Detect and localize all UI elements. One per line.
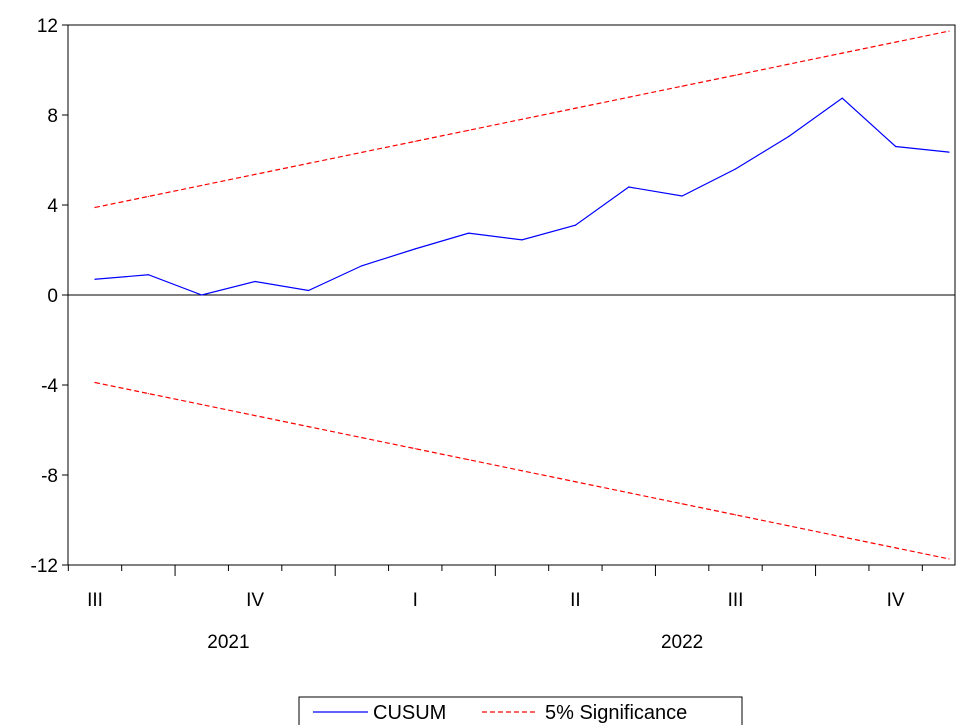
y-tick-label: -12: [31, 556, 58, 577]
quarter-label: II: [570, 590, 581, 611]
series-1-point: [147, 195, 149, 198]
series-2-point: [94, 381, 96, 384]
series-0-point: [414, 248, 416, 250]
legend-significance-label: 5% Significance: [545, 702, 687, 724]
series-0-point: [254, 280, 256, 283]
legend-box: [298, 696, 743, 725]
quarter-label: III: [728, 590, 744, 611]
series-2-point: [468, 459, 470, 461]
series-0-point: [574, 224, 576, 226]
series-2-point: [734, 514, 737, 516]
series-2-point: [521, 470, 523, 472]
series-0-point: [201, 294, 203, 296]
series-0-point: [948, 151, 950, 153]
y-tick-label: 4: [47, 196, 58, 217]
series-2-point: [895, 547, 897, 549]
series-2-point: [948, 558, 950, 560]
series-0-point: [681, 195, 683, 197]
series-0-point: [734, 168, 737, 170]
series-2-point: [361, 437, 363, 439]
series-1-point: [628, 96, 630, 98]
series-1-point: [574, 107, 576, 109]
series-2-point: [628, 492, 630, 494]
series-0-point: [628, 186, 630, 188]
series-2-point: [201, 403, 203, 406]
y-tick-label: -8: [41, 466, 58, 487]
series-1-point: [201, 184, 203, 187]
quarter-label: IV: [887, 590, 905, 611]
series-line-0: [94, 97, 950, 296]
legend-cusum-label: CUSUM: [373, 702, 446, 724]
series-0-point: [361, 265, 363, 267]
series-2-point: [574, 481, 576, 483]
series-1-point: [841, 52, 843, 54]
year-label: 2021: [207, 632, 249, 653]
series-2-point: [681, 503, 683, 505]
series-0-point: [94, 278, 96, 280]
series-1-point: [521, 118, 523, 120]
series-1-point: [414, 140, 416, 142]
series-0-point: [788, 135, 790, 137]
series-2-point: [788, 525, 790, 527]
series-0-point: [468, 232, 470, 234]
series-0-point: [307, 289, 310, 292]
series-0-point: [895, 145, 897, 148]
y-axis: -12 -8 -4 0 4 8 12: [31, 16, 68, 577]
quarter-label: IV: [246, 590, 264, 611]
series-1-point: [468, 129, 470, 131]
quarter-label: I: [413, 590, 418, 611]
y-tick-label: 12: [37, 16, 58, 37]
series-2-point: [254, 415, 256, 417]
series-layer: [94, 30, 950, 560]
series-1-point: [307, 162, 310, 164]
series-1-point: [895, 41, 897, 43]
series-1-point: [94, 206, 96, 209]
series-1-point: [948, 30, 950, 32]
series-2-point: [841, 536, 843, 538]
series-1-point: [734, 74, 737, 76]
series-0-point: [521, 239, 523, 241]
series-1-point: [788, 63, 790, 65]
series-2-point: [147, 392, 149, 395]
y-tick-label: -4: [41, 376, 58, 397]
series-0-point: [147, 274, 149, 276]
series-1-point: [681, 85, 683, 87]
series-1-point: [361, 151, 363, 153]
series-2-point: [307, 426, 310, 428]
series-1-point: [254, 173, 256, 175]
series-0-point: [841, 97, 843, 99]
legend: CUSUM 5% Significance: [298, 696, 743, 725]
year-label: 2022: [661, 632, 703, 653]
series-2-point: [414, 448, 416, 450]
y-tick-label: 0: [47, 286, 58, 307]
quarter-label: III: [87, 590, 103, 611]
y-tick-label: 8: [47, 106, 58, 127]
